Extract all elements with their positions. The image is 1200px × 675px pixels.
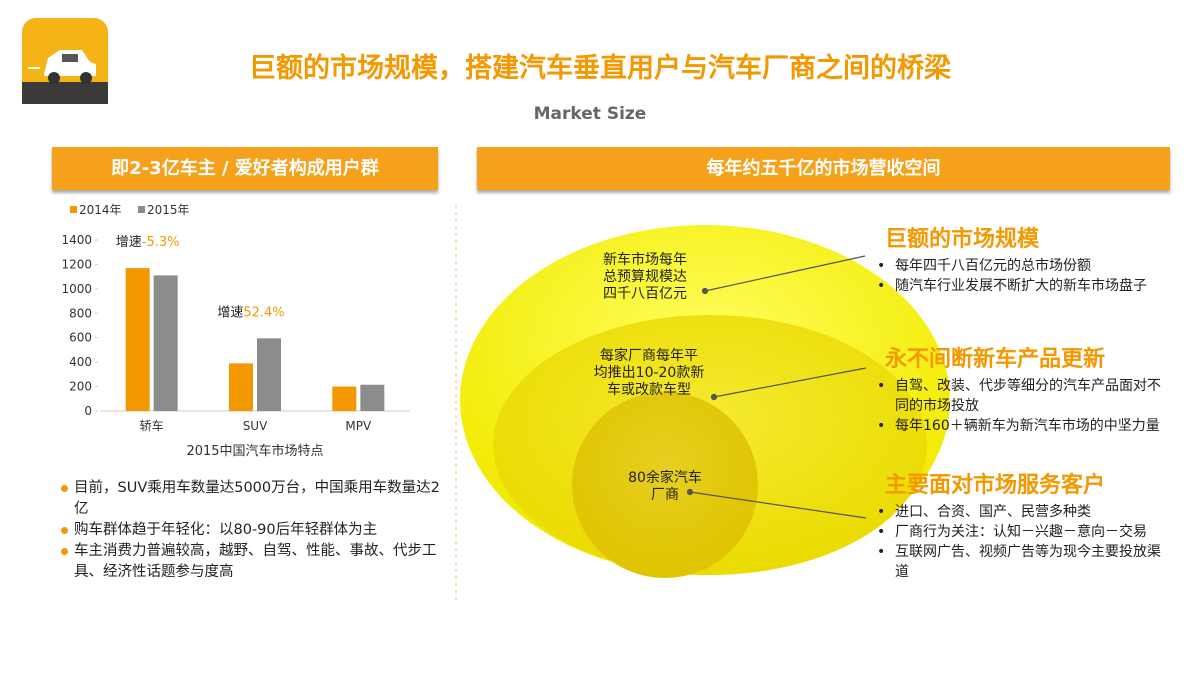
- y-tick-label: 1000: [61, 282, 92, 296]
- legend-label: 2014年: [79, 203, 122, 217]
- growth-rate: -5.3%: [142, 235, 180, 250]
- circle-label: 80余家汽车 厂商: [590, 470, 740, 504]
- right-heading: 每年约五千亿的市场营收空间: [477, 147, 1170, 190]
- circle-label-line: 四千八百亿元: [603, 286, 687, 302]
- connectors: [686, 255, 867, 519]
- annotation: 增速-5.3%: [116, 235, 180, 250]
- section: 主要面对市场服务客户进口、合资、国产、民营多种类厂商行为关注：认知－兴趣－意向－…: [875, 473, 1165, 582]
- section-title: 主要面对市场服务客户: [885, 473, 1106, 498]
- section: 永不间断新车产品更新自驾、改装、代步等细分的汽车产品面对不同的市场投放每年160…: [875, 347, 1165, 437]
- legend-label: 2015年: [147, 203, 190, 217]
- y-tick-label: 600: [69, 331, 92, 345]
- circle-label-line: 80余家汽车: [628, 470, 702, 486]
- y-tick-label: 800: [69, 306, 92, 320]
- x-tick-label: 轿车: [140, 418, 164, 433]
- left-heading: 即2-3亿车主 / 爱好者构成用户群: [52, 147, 438, 190]
- section: 巨额的市场规模每年四千八百亿元的总市场份额随汽车行业发展不断扩大的新车市场盘子: [875, 227, 1165, 297]
- y-tick-label: 0: [84, 404, 92, 418]
- bullet: 车主消费力普遍较高，越野、自驾、性能、事故、代步工具、经济性话题参与度高: [60, 541, 445, 583]
- y-tick-label: 1200: [61, 257, 92, 271]
- bar: [257, 338, 281, 411]
- circle-label-line: 每家厂商每年平: [600, 348, 698, 364]
- section-title: 永不间断新车产品更新: [885, 347, 1106, 372]
- x-tick-label: MPV: [345, 419, 372, 433]
- circle-label-line: 厂商: [651, 487, 679, 503]
- bar: [229, 363, 253, 411]
- bar: [332, 386, 357, 411]
- legend-swatch: [70, 206, 77, 213]
- bar: [360, 384, 385, 411]
- title: 巨额的市场规模，搭建汽车垂直用户与汽车厂商之间的桥梁: [249, 53, 951, 84]
- section-bullet: 每年160＋辆新车为新汽车市场的中坚力量: [875, 416, 1165, 436]
- section-title: 巨额的市场规模: [885, 227, 1040, 252]
- annotation-label: 增速: [217, 305, 243, 320]
- section-bullet: 进口、合资、国产、民营多种类: [875, 502, 1165, 522]
- circle-label-line: 新车市场每年: [603, 252, 687, 268]
- section-bullet: 自驾、改装、代步等细分的汽车产品面对不同的市场投放: [875, 376, 1165, 416]
- growth-rate: 52.4%: [243, 305, 284, 320]
- bar: [153, 275, 178, 411]
- inner-circle: [572, 392, 758, 578]
- x-axis-title: 2015中国汽车市场特点: [186, 443, 323, 459]
- x-tick-label: SUV: [243, 419, 268, 433]
- circle-label-line: 均推出10-20款新: [593, 365, 705, 381]
- bullet: 购车群体趋于年轻化：以80-90后年轻群体为主: [60, 520, 445, 541]
- circle-label-line: 总预算规模达: [603, 269, 687, 285]
- left-bullets: 目前，SUV乘用车数量达5000万台，中国乘用车数量达2亿 购车群体趋于年轻化：以…: [60, 478, 445, 583]
- circle-label: 每家厂商每年平 均推出10-20款新 车或改款车型: [574, 348, 724, 399]
- y-tick-label: 200: [69, 380, 92, 394]
- y-tick-label: 400: [69, 355, 92, 369]
- section-bullet: 厂商行为关注：认知－兴趣－意向－交易: [875, 522, 1165, 542]
- annotation-label: 增速: [116, 235, 142, 250]
- circle-label: 新车市场每年 总预算规模达 四千八百亿元: [580, 252, 710, 303]
- bullet: 目前，SUV乘用车数量达5000万台，中国乘用车数量达2亿: [60, 478, 445, 520]
- section-bullet: 每年四千八百亿元的总市场份额: [875, 256, 1165, 276]
- section-bullet: 互联网广告、视频广告等为现今主要投放渠道: [875, 542, 1165, 582]
- app-logo: [22, 18, 108, 104]
- circle-label-line: 车或改款车型: [607, 382, 691, 398]
- annotation: 增速52.4%: [217, 305, 284, 320]
- bar: [125, 268, 150, 411]
- y-tick-label: 1400: [61, 233, 92, 247]
- section-bullet: 随汽车行业发展不断扩大的新车市场盘子: [875, 276, 1165, 296]
- subtitle: Market Size: [533, 104, 647, 124]
- legend-swatch: [138, 206, 145, 213]
